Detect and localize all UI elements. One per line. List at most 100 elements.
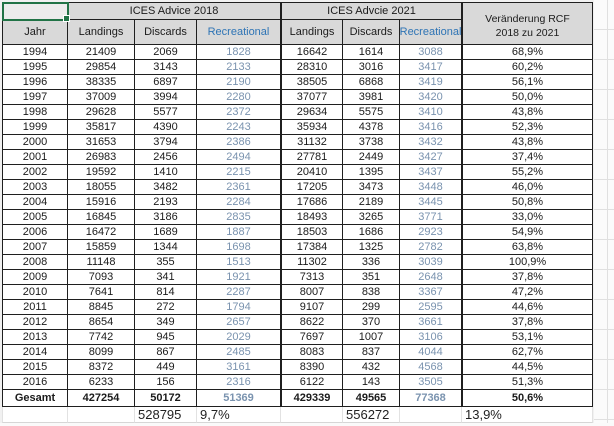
data-cell[interactable]: 7313 bbox=[281, 270, 343, 285]
column-header-landings-2021[interactable]: Landings bbox=[281, 20, 343, 45]
data-cell[interactable]: 35934 bbox=[281, 120, 343, 135]
total-cell[interactable]: 50,6% bbox=[462, 390, 593, 407]
data-cell[interactable]: 3661 bbox=[400, 315, 462, 330]
data-cell[interactable]: 3738 bbox=[343, 135, 400, 150]
data-cell[interactable]: 63,8% bbox=[462, 240, 593, 255]
summary-cell[interactable] bbox=[281, 407, 343, 423]
data-cell[interactable]: 336 bbox=[343, 255, 400, 270]
data-cell[interactable]: 838 bbox=[343, 285, 400, 300]
data-cell[interactable]: 2316 bbox=[197, 375, 281, 390]
data-cell[interactable]: 16472 bbox=[68, 225, 135, 240]
column-header-veraenderung[interactable]: Veränderung RCF 2018 zu 2021 bbox=[462, 2, 593, 45]
data-cell[interactable]: 2215 bbox=[197, 165, 281, 180]
data-cell[interactable]: 17686 bbox=[281, 195, 343, 210]
data-cell[interactable]: 3445 bbox=[400, 195, 462, 210]
data-cell[interactable]: 29854 bbox=[68, 60, 135, 75]
data-cell[interactable]: 3417 bbox=[400, 60, 462, 75]
data-cell[interactable]: 3420 bbox=[400, 90, 462, 105]
data-cell[interactable]: 33,0% bbox=[462, 210, 593, 225]
data-cell[interactable]: 2287 bbox=[197, 285, 281, 300]
data-cell[interactable]: 16845 bbox=[68, 210, 135, 225]
data-cell[interactable]: 3161 bbox=[197, 360, 281, 375]
data-cell[interactable]: 8390 bbox=[281, 360, 343, 375]
data-cell[interactable]: 1828 bbox=[197, 45, 281, 60]
data-cell[interactable]: 18493 bbox=[281, 210, 343, 225]
data-cell[interactable]: 53,1% bbox=[462, 330, 593, 345]
data-cell[interactable]: 31653 bbox=[68, 135, 135, 150]
data-cell[interactable]: 2835 bbox=[197, 210, 281, 225]
data-cell[interactable]: 3039 bbox=[400, 255, 462, 270]
data-cell[interactable]: 43,8% bbox=[462, 135, 593, 150]
data-cell[interactable]: 2011 bbox=[2, 300, 68, 315]
data-cell[interactable]: 1994 bbox=[2, 45, 68, 60]
data-cell[interactable]: 3419 bbox=[400, 75, 462, 90]
data-cell[interactable]: 16642 bbox=[281, 45, 343, 60]
data-cell[interactable]: 3432 bbox=[400, 135, 462, 150]
data-cell[interactable]: 2284 bbox=[197, 195, 281, 210]
total-cell[interactable]: 51369 bbox=[197, 390, 281, 407]
data-cell[interactable]: 2923 bbox=[400, 225, 462, 240]
data-cell[interactable]: 8099 bbox=[68, 345, 135, 360]
data-cell[interactable]: 47,2% bbox=[462, 285, 593, 300]
data-cell[interactable]: 60,2% bbox=[462, 60, 593, 75]
data-cell[interactable]: 37,4% bbox=[462, 150, 593, 165]
data-cell[interactable]: 3088 bbox=[400, 45, 462, 60]
data-cell[interactable]: 20410 bbox=[281, 165, 343, 180]
data-cell[interactable]: 38505 bbox=[281, 75, 343, 90]
data-cell[interactable]: 37,8% bbox=[462, 270, 593, 285]
data-cell[interactable]: 56,1% bbox=[462, 75, 593, 90]
data-cell[interactable]: 15916 bbox=[68, 195, 135, 210]
data-cell[interactable]: 1395 bbox=[343, 165, 400, 180]
data-cell[interactable]: 2456 bbox=[135, 150, 197, 165]
summary-cell[interactable]: 556272 bbox=[343, 407, 400, 423]
data-cell[interactable]: 814 bbox=[135, 285, 197, 300]
data-cell[interactable]: 449 bbox=[135, 360, 197, 375]
data-cell[interactable]: 1614 bbox=[343, 45, 400, 60]
column-header-discards-2018[interactable]: Discards bbox=[135, 20, 197, 45]
data-cell[interactable]: 349 bbox=[135, 315, 197, 330]
data-cell[interactable]: 54,9% bbox=[462, 225, 593, 240]
data-cell[interactable]: 3367 bbox=[400, 285, 462, 300]
data-cell[interactable]: 2008 bbox=[2, 255, 68, 270]
data-cell[interactable]: 1686 bbox=[343, 225, 400, 240]
data-cell[interactable]: 1887 bbox=[197, 225, 281, 240]
data-cell[interactable]: 21409 bbox=[68, 45, 135, 60]
data-cell[interactable]: 3482 bbox=[135, 180, 197, 195]
data-cell[interactable]: 8007 bbox=[281, 285, 343, 300]
data-cell[interactable]: 3106 bbox=[400, 330, 462, 345]
data-cell[interactable]: 3427 bbox=[400, 150, 462, 165]
data-cell[interactable]: 2010 bbox=[2, 285, 68, 300]
summary-cell[interactable] bbox=[68, 407, 135, 423]
data-cell[interactable]: 299 bbox=[343, 300, 400, 315]
summary-cell[interactable]: 9,7% bbox=[197, 407, 281, 423]
data-cell[interactable]: 272 bbox=[135, 300, 197, 315]
data-cell[interactable]: 28310 bbox=[281, 60, 343, 75]
data-cell[interactable]: 156 bbox=[135, 375, 197, 390]
data-cell[interactable]: 2133 bbox=[197, 60, 281, 75]
data-cell[interactable]: 2494 bbox=[197, 150, 281, 165]
data-cell[interactable]: 2002 bbox=[2, 165, 68, 180]
data-cell[interactable]: 6868 bbox=[343, 75, 400, 90]
data-cell[interactable]: 43,8% bbox=[462, 105, 593, 120]
total-cell[interactable]: Gesamt bbox=[2, 390, 68, 407]
empty-row[interactable] bbox=[0, 423, 614, 426]
column-header-landings-2018[interactable]: Landings bbox=[68, 20, 135, 45]
data-cell[interactable]: 4568 bbox=[400, 360, 462, 375]
data-cell[interactable]: 1998 bbox=[2, 105, 68, 120]
data-cell[interactable]: 5577 bbox=[135, 105, 197, 120]
data-cell[interactable]: 4378 bbox=[343, 120, 400, 135]
data-cell[interactable]: 2372 bbox=[197, 105, 281, 120]
data-cell[interactable]: 1513 bbox=[197, 255, 281, 270]
data-cell[interactable]: 2485 bbox=[197, 345, 281, 360]
data-cell[interactable]: 6233 bbox=[68, 375, 135, 390]
data-cell[interactable]: 3994 bbox=[135, 90, 197, 105]
data-cell[interactable]: 18055 bbox=[68, 180, 135, 195]
data-cell[interactable]: 100,9% bbox=[462, 255, 593, 270]
data-cell[interactable]: 3473 bbox=[343, 180, 400, 195]
data-cell[interactable]: 4044 bbox=[400, 345, 462, 360]
data-cell[interactable]: 19592 bbox=[68, 165, 135, 180]
data-cell[interactable]: 1007 bbox=[343, 330, 400, 345]
data-cell[interactable]: 44,5% bbox=[462, 360, 593, 375]
total-cell[interactable]: 429339 bbox=[281, 390, 343, 407]
data-cell[interactable]: 2009 bbox=[2, 270, 68, 285]
